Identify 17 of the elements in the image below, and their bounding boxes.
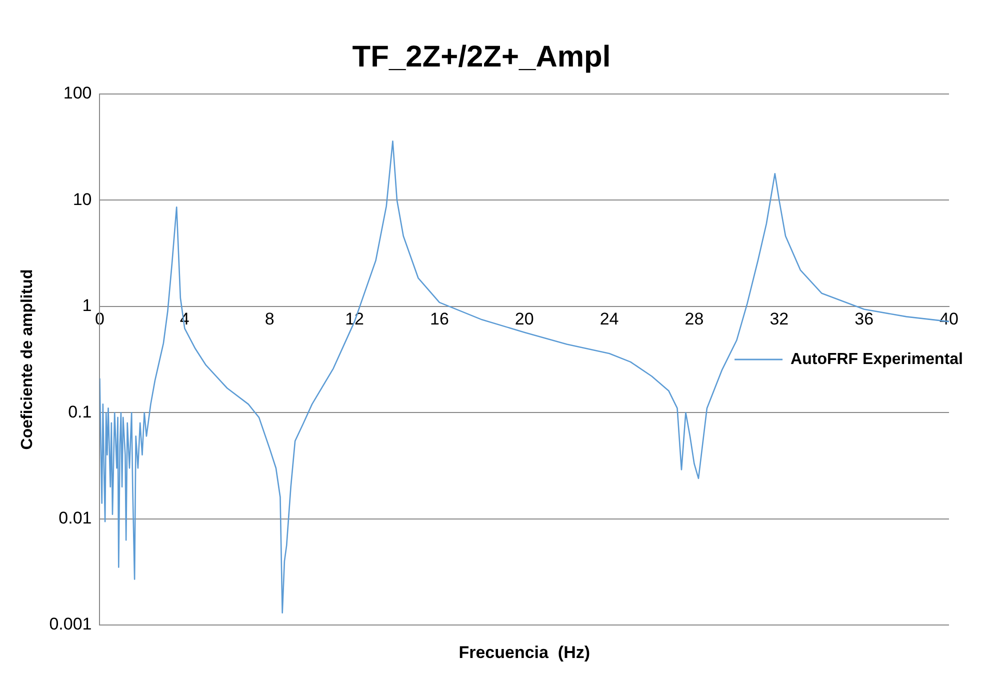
y-axis-title: Coeficiente de amplitud [19,269,36,450]
chart-title: TF_2Z+/2Z+_Ampl [352,40,611,74]
y-tick-label: 100 [63,84,92,103]
x-tick-label: 24 [600,309,619,328]
x-tick-label: 36 [854,309,874,328]
x-tick-label: 16 [430,309,449,328]
y-tick-label: 0.1 [68,402,92,422]
y-tick-label: 10 [72,190,92,209]
x-tick-label: 32 [770,309,789,328]
x-tick-label: 20 [514,309,534,328]
y-tick-label: 0.001 [49,614,92,634]
y-tick-label: 0.01 [58,508,92,528]
x-axis-title: Frecuencia (Hz) [458,643,590,662]
legend-label: AutoFRF Experimental [790,350,964,368]
x-tick-label: 28 [684,309,704,328]
y-tick-label: 1 [82,296,92,316]
x-tick-label: 8 [264,309,274,328]
